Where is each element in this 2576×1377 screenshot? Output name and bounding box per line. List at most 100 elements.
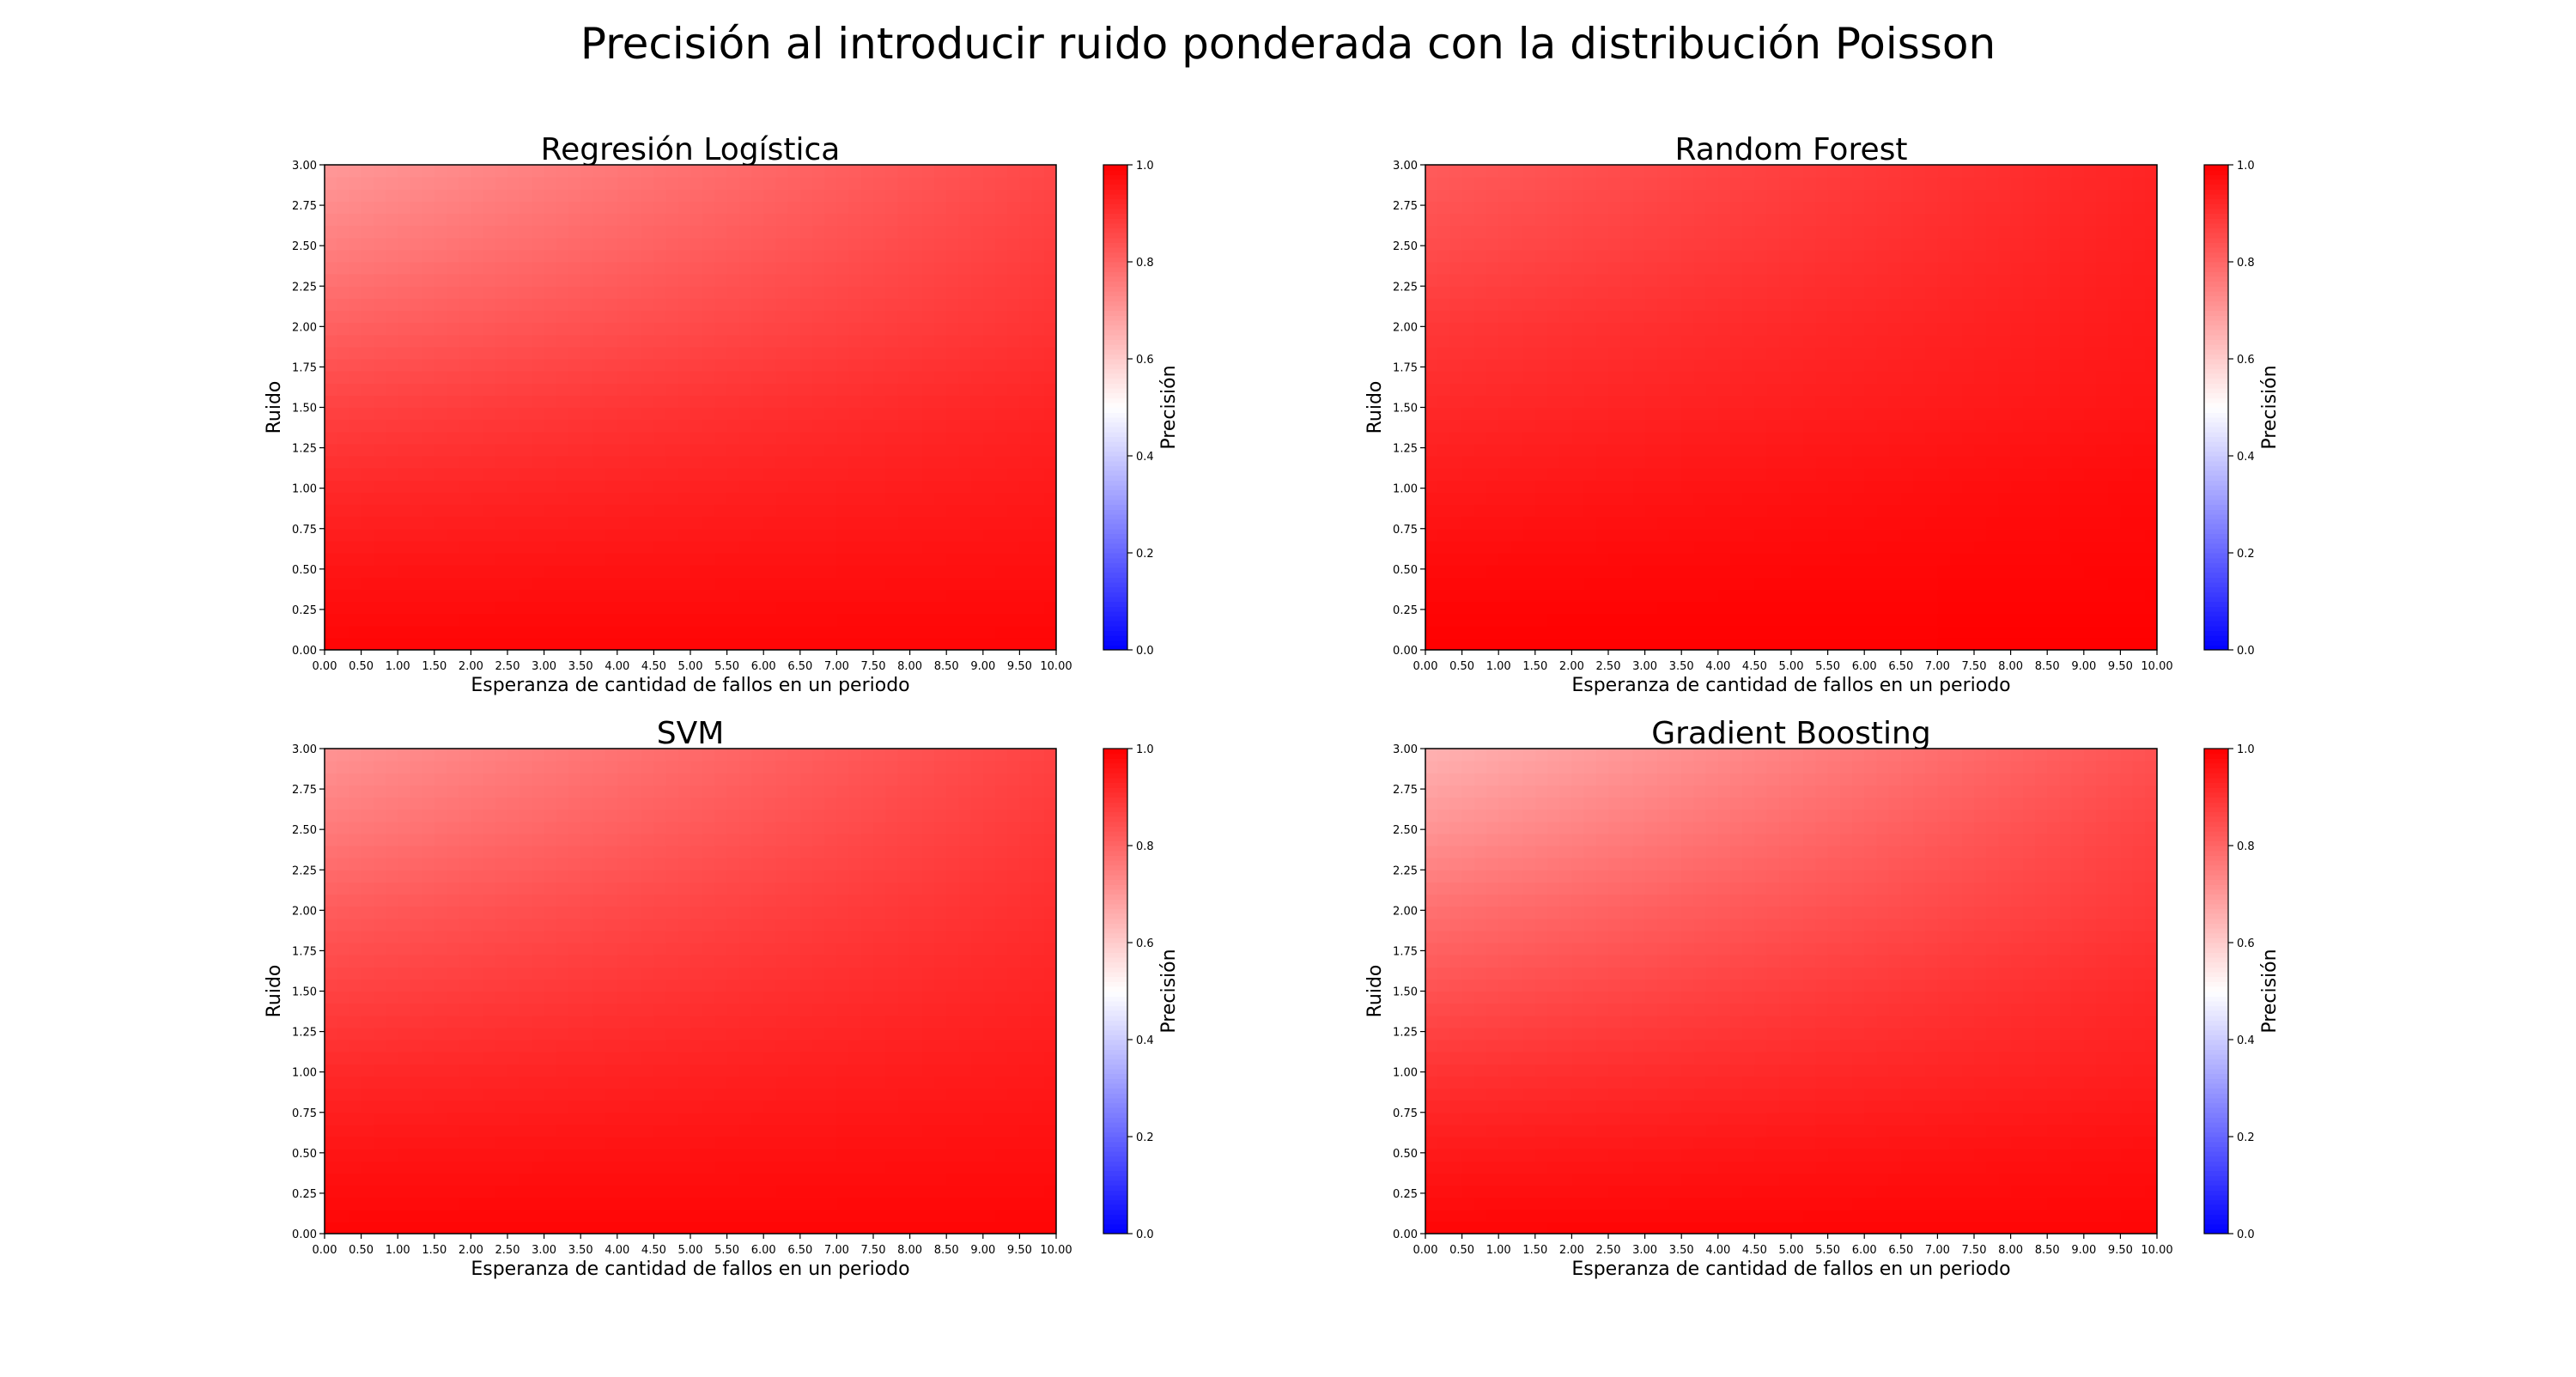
- heatmap-cell: [1559, 226, 1572, 239]
- heatmap-cell: [1803, 505, 1816, 518]
- heatmap-cell: [605, 214, 618, 227]
- heatmap-cell: [1584, 226, 1597, 239]
- heatmap-cell: [1889, 577, 1902, 590]
- heatmap-cell: [641, 480, 654, 493]
- heatmap-cell: [702, 529, 715, 542]
- heatmap-cell: [958, 347, 971, 360]
- heatmap-cell: [1950, 492, 1963, 505]
- heatmap-cell: [1669, 541, 1682, 554]
- heatmap-cell: [1559, 383, 1572, 396]
- heatmap-cell: [910, 602, 923, 615]
- heatmap-cell: [519, 274, 532, 287]
- heatmap-cell: [849, 189, 862, 202]
- heatmap-cell: [1498, 238, 1511, 251]
- heatmap-cell: [1962, 553, 1975, 566]
- heatmap-cell: [2096, 262, 2109, 275]
- heatmap-cell: [580, 589, 593, 602]
- heatmap-cell: [2047, 165, 2060, 178]
- heatmap-cell: [1840, 602, 1853, 615]
- heatmap-cell: [2072, 359, 2085, 372]
- heatmap-cell: [1498, 335, 1511, 348]
- heatmap-cell: [605, 395, 618, 408]
- heatmap-cell: [1437, 286, 1450, 299]
- colorbar-segment: [1103, 271, 1127, 276]
- heatmap-cell: [1803, 541, 1816, 554]
- heatmap-cell: [824, 335, 837, 348]
- heatmap-cell: [1462, 602, 1475, 615]
- heatmap-cell: [1742, 359, 1755, 372]
- heatmap-cell: [386, 395, 398, 408]
- heatmap-cell: [629, 395, 642, 408]
- heatmap-cell: [1669, 589, 1682, 602]
- heatmap-cell: [934, 371, 947, 384]
- heatmap-cell: [922, 626, 935, 639]
- heatmap-cell: [1681, 347, 1694, 360]
- heatmap-cell: [337, 614, 349, 627]
- heatmap-cell: [1596, 383, 1609, 396]
- heatmap-cell: [1547, 347, 1560, 360]
- heatmap-cell: [1852, 359, 1865, 372]
- heatmap-cell: [1986, 505, 1999, 518]
- heatmap-cell: [2096, 444, 2109, 457]
- heatmap-cell: [1608, 529, 1621, 542]
- heatmap-cell: [653, 323, 666, 336]
- heatmap-cell: [605, 517, 618, 530]
- heatmap-cell: [1584, 638, 1597, 651]
- heatmap-cell: [653, 395, 666, 408]
- heatmap-cell: [2084, 371, 2097, 384]
- heatmap-cell: [532, 311, 544, 324]
- heatmap-cell: [1523, 529, 1536, 542]
- heatmap-cell: [678, 492, 691, 505]
- heatmap-cell: [1608, 444, 1621, 457]
- heatmap-cell: [1901, 298, 1914, 311]
- heatmap-cell: [361, 335, 374, 348]
- heatmap-cell: [861, 626, 874, 639]
- heatmap-cell: [1998, 214, 2011, 227]
- heatmap-cell: [1742, 250, 1755, 263]
- heatmap-cell: [1007, 529, 1020, 542]
- heatmap-cell: [1986, 420, 1999, 433]
- heatmap-cell: [1950, 274, 1963, 287]
- heatmap-cell: [1486, 492, 1499, 505]
- heatmap-cell: [325, 602, 337, 615]
- heatmap-cell: [1498, 226, 1511, 239]
- heatmap-cell: [1571, 553, 1584, 566]
- heatmap-cell: [1718, 444, 1731, 457]
- heatmap-cell: [946, 614, 959, 627]
- heatmap-cell: [386, 614, 398, 627]
- heatmap-cell: [800, 456, 813, 469]
- x-tick-label: 6.50: [787, 660, 812, 673]
- heatmap-cell: [2133, 638, 2146, 651]
- heatmap-cell: [398, 577, 410, 590]
- heatmap-cell: [1864, 565, 1877, 578]
- heatmap-cell: [849, 480, 862, 493]
- heatmap-cell: [1019, 311, 1032, 324]
- heatmap-cell: [1913, 420, 1926, 433]
- heatmap-cell: [702, 420, 715, 433]
- heatmap-cell: [1571, 456, 1584, 469]
- heatmap-cell: [775, 432, 788, 445]
- heatmap-cell: [1019, 602, 1032, 615]
- heatmap-cell: [995, 250, 1008, 263]
- colorbar-segment: [1103, 379, 1127, 384]
- heatmap-cell: [1791, 529, 1804, 542]
- heatmap-cell: [337, 638, 349, 651]
- heatmap-cell: [861, 371, 874, 384]
- heatmap-cell: [605, 541, 618, 554]
- heatmap-cell: [1007, 177, 1020, 190]
- heatmap-cell: [349, 286, 361, 299]
- heatmap-cell: [1681, 286, 1694, 299]
- heatmap-cell: [1632, 589, 1645, 602]
- heatmap-cell: [641, 274, 654, 287]
- heatmap-cell: [386, 456, 398, 469]
- heatmap-cell: [1425, 250, 1438, 263]
- heatmap-cell: [1876, 468, 1889, 481]
- heatmap-cell: [934, 529, 947, 542]
- heatmap-cell: [592, 201, 605, 214]
- heatmap-cell: [1754, 444, 1767, 457]
- heatmap-cell: [1571, 638, 1584, 651]
- heatmap-cell: [2059, 371, 2072, 384]
- heatmap-cell: [1596, 577, 1609, 590]
- heatmap-cell: [727, 262, 740, 275]
- heatmap-cell: [983, 541, 996, 554]
